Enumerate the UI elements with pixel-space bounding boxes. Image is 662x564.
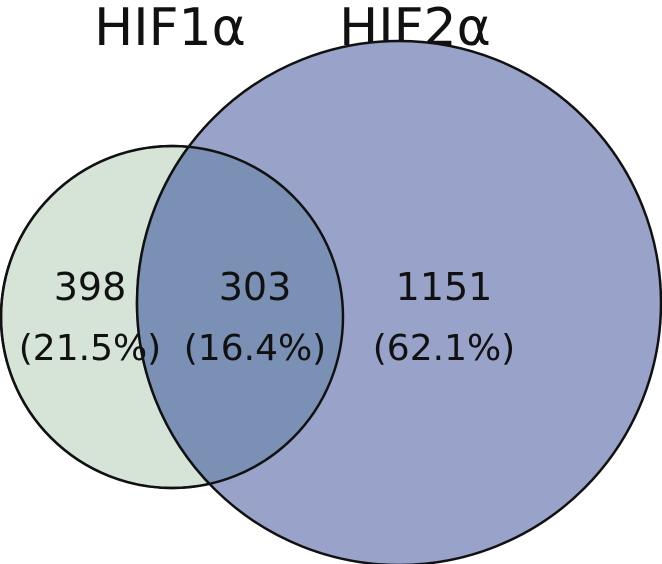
overlap-count: 303 xyxy=(219,265,292,309)
hif2-only-count: 1151 xyxy=(396,265,493,309)
hif2-only-percent: (62.1%) xyxy=(373,328,515,369)
set-title-hif1: HIF1α xyxy=(94,0,246,58)
overlap-percent: (16.4%) xyxy=(184,328,326,369)
hif1-only-count: 398 xyxy=(54,265,127,309)
hif1-only-percent: (21.5%) xyxy=(19,328,161,369)
hif1-circle-outline xyxy=(0,144,345,490)
